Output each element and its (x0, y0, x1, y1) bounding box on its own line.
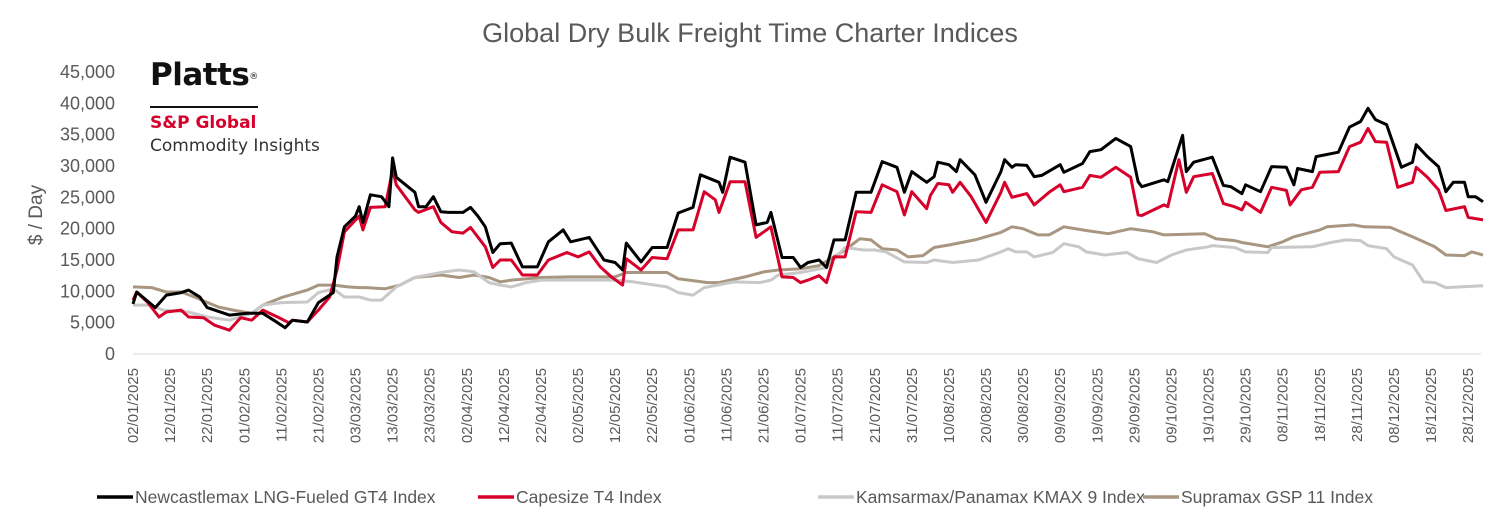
logo-brand: Platts® (150, 58, 320, 92)
y-tick-label: 0 (105, 344, 115, 364)
x-tick-label: 28/12/2025 (1460, 368, 1477, 443)
y-tick-label: 25,000 (60, 187, 115, 207)
x-tick-label: 18/12/2025 (1423, 368, 1440, 443)
legend-label: Kamsarmax/Panamax KMAX 9 Index (856, 487, 1145, 507)
legend-item: Newcastlemax LNG-Fueled GT4 Index (97, 487, 436, 507)
x-tick-label: 08/11/2025 (1275, 368, 1292, 442)
x-tick-label: 21/02/2025 (310, 368, 327, 443)
legend: Newcastlemax LNG-Fueled GT4 Index Capesiz… (97, 487, 1373, 507)
x-tick-label: 28/11/2025 (1349, 368, 1366, 442)
x-tick-label: 10/08/2025 (941, 368, 958, 443)
series-lines (131, 106, 1484, 332)
legend-item: Capesize T4 Index (478, 487, 662, 507)
y-tick-label: 20,000 (60, 219, 115, 239)
x-tick-label: 29/10/2025 (1238, 368, 1255, 443)
x-tick-label: 22/04/2025 (533, 368, 550, 443)
x-tick-label: 08/12/2025 (1386, 368, 1403, 443)
y-tick-label: 30,000 (60, 156, 115, 176)
x-tick-label: 12/05/2025 (607, 368, 624, 443)
x-tick-label: 23/03/2025 (422, 368, 439, 443)
logo-division: Commodity Insights (150, 136, 320, 156)
y-axis-ticks: 0 5,000 10,000 15,000 20,000 25,000 30,000 35,0… (60, 62, 115, 364)
x-tick-label: 12/04/2025 (496, 368, 513, 443)
logo-divider (150, 106, 258, 108)
legend-label: Capesize T4 Index (516, 487, 662, 507)
logo-company: S&P Global (150, 113, 257, 133)
series-line-0 (131, 106, 1484, 330)
x-tick-label: 21/07/2025 (867, 368, 884, 443)
x-tick-label: 12/01/2025 (162, 368, 179, 443)
x-tick-label: 11/06/2025 (718, 368, 735, 442)
legend-item: Kamsarmax/Panamax KMAX 9 Index (818, 487, 1145, 507)
y-tick-label: 45,000 (60, 62, 115, 82)
x-tick-label: 01/06/2025 (681, 368, 698, 443)
x-tick-label: 20/08/2025 (978, 368, 995, 443)
x-tick-label: 02/05/2025 (570, 368, 587, 443)
y-tick-label: 10,000 (60, 281, 115, 301)
x-tick-label: 02/04/2025 (459, 368, 476, 443)
x-tick-label: 09/09/2025 (1052, 368, 1069, 443)
x-tick-label: 13/03/2025 (385, 368, 402, 443)
y-axis-label: $ / Day (26, 184, 47, 245)
x-tick-label: 18/11/2025 (1312, 368, 1329, 442)
y-tick-label: 35,000 (60, 125, 115, 145)
y-tick-label: 5,000 (70, 313, 115, 333)
platts-logo: Platts® S&P Global Commodity Insights (150, 58, 320, 158)
x-axis-ticks: 02/01/2025 12/01/2025 22/01/2025 01/02/2025… (125, 368, 1477, 443)
x-tick-label: 19/10/2025 (1201, 368, 1218, 443)
x-tick-label: 03/03/2025 (348, 368, 365, 443)
logo-brand-text: Platts (150, 57, 250, 93)
x-tick-label: 21/06/2025 (755, 368, 772, 443)
x-tick-label: 11/07/2025 (830, 368, 847, 442)
x-tick-label: 01/02/2025 (236, 368, 253, 443)
x-tick-label: 11/02/2025 (273, 368, 290, 442)
x-tick-label: 01/07/2025 (793, 368, 810, 443)
registered-mark: ® (249, 72, 258, 82)
y-tick-label: 15,000 (60, 250, 115, 270)
series-line-1 (131, 126, 1484, 332)
x-tick-label: 30/08/2025 (1015, 368, 1032, 443)
legend-label: Newcastlemax LNG-Fueled GT4 Index (135, 487, 436, 507)
x-tick-label: 02/01/2025 (125, 368, 142, 443)
series-line-2 (133, 238, 1484, 322)
chart-title: Global Dry Bulk Freight Time Charter Ind… (482, 18, 1018, 48)
y-tick-label: 40,000 (60, 93, 115, 113)
legend-label: Supramax GSP 11 Index (1181, 487, 1373, 507)
legend-item: Supramax GSP 11 Index (1143, 487, 1373, 507)
x-tick-label: 22/05/2025 (644, 368, 661, 443)
x-tick-label: 19/09/2025 (1089, 368, 1106, 443)
x-tick-label: 09/10/2025 (1163, 368, 1180, 443)
x-tick-label: 29/09/2025 (1126, 368, 1143, 443)
x-tick-label: 31/07/2025 (904, 368, 921, 443)
x-tick-label: 22/01/2025 (199, 368, 216, 443)
